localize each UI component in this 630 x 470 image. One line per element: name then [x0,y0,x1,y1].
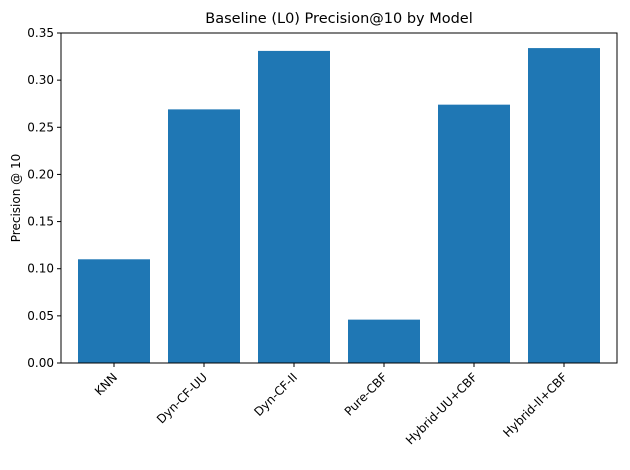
y-axis-label: Precision @ 10 [9,154,23,242]
y-tick-label: 0.30 [27,73,54,87]
x-tick-label: KNN [92,370,120,398]
y-tick-label: 0.00 [27,356,54,370]
x-tick-label: Hybrid-II+CBF [500,370,570,440]
x-tick-label: Dyn-CF-II [251,370,300,419]
y-axis: 0.00 0.05 0.10 0.15 0.20 0.25 0.30 0.35 [27,26,61,370]
y-tick-label: 0.15 [27,215,54,229]
x-tick-label: Pure-CBF [342,370,391,419]
y-tick-label: 0.20 [27,167,54,181]
chart-title: Baseline (L0) Precision@10 by Model [205,11,473,27]
x-tick-label: Dyn-CF-UU [154,370,210,426]
bar-4 [438,104,510,363]
x-tick-label: Hybrid-UU+CBF [403,370,480,447]
bar-2 [258,50,330,363]
y-tick-label: 0.35 [27,26,54,40]
x-axis: KNN Dyn-CF-UU Dyn-CF-II Pure-CBF Hybrid-UU+C… [92,363,570,447]
y-tick-label: 0.10 [27,262,54,276]
bar-1 [168,109,240,364]
y-tick-label: 0.05 [27,309,54,323]
bar-0 [78,259,150,363]
bars-group [78,48,600,364]
plot-frame [60,32,618,364]
bar-3 [348,319,420,363]
bar-5 [528,48,600,364]
y-tick-label: 0.25 [27,120,54,134]
